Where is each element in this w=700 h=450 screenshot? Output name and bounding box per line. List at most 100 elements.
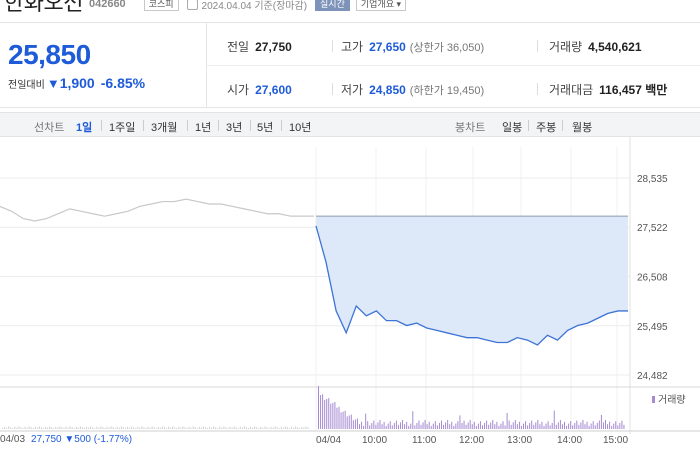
price-chart[interactable]: 28,535 27,522 26,508 25,495 24,482 거래량 04/04 10…	[0, 137, 700, 450]
volume-bar	[453, 426, 455, 429]
volume-bar	[359, 424, 360, 429]
volume-bar	[178, 426, 180, 429]
volume-bar	[371, 423, 373, 429]
volume-bar	[34, 426, 36, 429]
change-row: 전일대비 ▼ 1,900 -6.85%	[8, 75, 145, 91]
volume-bar	[96, 426, 98, 429]
volume-bar	[278, 428, 280, 429]
volume-bar	[71, 427, 73, 429]
company-info-button[interactable]: 기업개요 ▾	[355, 0, 407, 11]
volume-bar	[451, 421, 453, 429]
volume-bar	[494, 424, 496, 429]
stat-value: 116,457 백만	[599, 83, 668, 97]
volume-bar	[514, 420, 516, 429]
clock-icon	[186, 0, 198, 10]
volume-bar	[38, 426, 40, 429]
volume-bar	[426, 424, 428, 429]
volume-bar	[525, 421, 527, 429]
stat-value: 4,540,621	[588, 39, 642, 54]
volume-bar	[605, 420, 606, 429]
volume-bar	[369, 425, 371, 429]
tab-1week[interactable]: 1주일	[109, 122, 136, 134]
volume-bar	[106, 426, 108, 429]
stock-code: 042660	[88, 0, 126, 10]
tab-candle-chart[interactable]: 봉차트	[455, 122, 486, 134]
volume-bar	[299, 428, 301, 429]
volume-bar	[196, 428, 198, 429]
tab-3year[interactable]: 3년	[226, 122, 243, 134]
volume-bar	[274, 426, 276, 429]
volume-bar	[26, 427, 28, 429]
volume-bar	[572, 425, 574, 429]
volume-bar	[334, 402, 336, 429]
volume-bar	[155, 428, 157, 429]
stat-value: 27,750	[255, 39, 292, 54]
tab-1year[interactable]: 1년	[195, 122, 212, 134]
volume-bar	[473, 421, 475, 429]
stat-amount: 거래대금 116,457 백만	[549, 81, 667, 98]
stat-label: 거래량	[549, 40, 583, 54]
volume-bar	[223, 426, 225, 429]
tab-5year[interactable]: 5년	[257, 122, 274, 134]
volume-bar	[613, 423, 615, 429]
volume-bar	[586, 421, 588, 429]
volume-bar	[207, 428, 208, 429]
volume-bar	[194, 427, 196, 429]
volume-bar	[174, 427, 176, 429]
volume-bar	[172, 426, 174, 429]
volume-bar	[202, 426, 204, 429]
volume-bar	[553, 410, 555, 429]
volume-bar	[594, 425, 596, 429]
volume-bar	[204, 427, 206, 429]
tab-monthly[interactable]: 월봉	[572, 122, 593, 134]
volume-bar	[404, 424, 406, 429]
volume-bar	[393, 423, 395, 429]
tab-weekly[interactable]: 주봉	[536, 122, 557, 134]
volume-bar	[582, 420, 584, 429]
volume-bar	[163, 427, 165, 429]
volume-bar	[414, 425, 416, 429]
volume-bar	[373, 420, 375, 429]
volume-bar	[418, 420, 420, 429]
volume-bar	[256, 427, 258, 429]
volume-bar	[574, 423, 576, 429]
tab-1day[interactable]: 1일	[76, 122, 93, 134]
volume-bar	[262, 427, 264, 429]
volume-bar	[303, 427, 305, 429]
volume-bar	[402, 420, 404, 429]
volume-bar	[438, 423, 440, 429]
volume-bar	[116, 426, 118, 429]
volume-bar	[506, 413, 508, 429]
volume-bar	[170, 427, 172, 429]
volume-bar	[482, 425, 483, 429]
hover-info: 04/03 27,750 ▼500 (-1.77%)	[0, 434, 132, 445]
volume-bar	[346, 416, 348, 429]
volume-bar	[455, 423, 457, 429]
volume-bar	[112, 427, 114, 429]
tab-3month[interactable]: 3개월	[151, 122, 178, 134]
volume-bar	[272, 427, 274, 429]
volume-bar	[24, 426, 26, 429]
volume-bar	[4, 426, 6, 429]
tab-10year[interactable]: 10년	[289, 122, 312, 134]
volume-bar	[400, 422, 401, 429]
volume-bar	[86, 426, 88, 429]
volume-bar	[584, 424, 586, 429]
volume-bar	[8, 426, 10, 429]
tab-daily[interactable]: 일봉	[502, 122, 523, 134]
volume-bar	[377, 422, 379, 429]
stat-value: 24,850	[369, 82, 406, 97]
volume-bar	[102, 427, 104, 429]
volume-bar	[225, 427, 227, 429]
volume-bar	[469, 420, 471, 429]
realtime-button[interactable]: 실시간	[315, 0, 350, 11]
stat-volume: 거래량 4,540,621	[549, 38, 642, 55]
volume-bar	[518, 421, 520, 429]
volume-bar	[63, 428, 65, 429]
volume-bar	[463, 420, 465, 429]
volume-bar	[545, 423, 547, 429]
volume-bar	[391, 425, 393, 429]
volume-bar	[600, 414, 602, 429]
tab-line-chart[interactable]: 선차트	[34, 122, 65, 134]
volume-bar	[18, 426, 20, 429]
